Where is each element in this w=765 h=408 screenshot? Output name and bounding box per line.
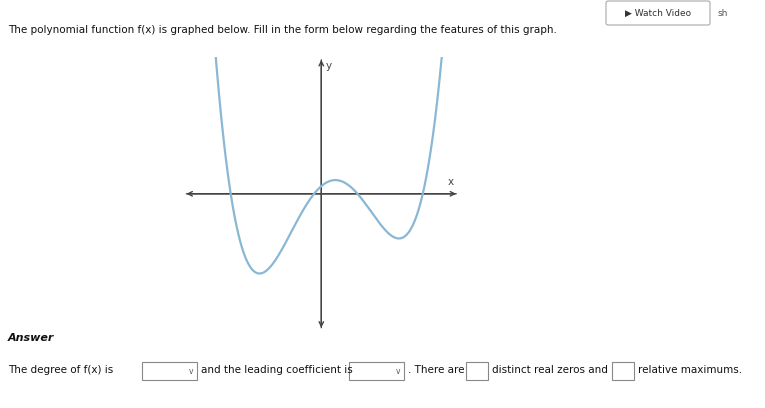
Text: The degree of f(x) is: The degree of f(x) is bbox=[8, 365, 113, 375]
Text: and the leading coefficient is: and the leading coefficient is bbox=[201, 365, 353, 375]
Text: . There are: . There are bbox=[408, 365, 464, 375]
Text: relative maximums.: relative maximums. bbox=[638, 365, 742, 375]
FancyBboxPatch shape bbox=[466, 362, 488, 380]
Text: ▶ Watch Video: ▶ Watch Video bbox=[625, 9, 691, 18]
FancyBboxPatch shape bbox=[142, 362, 197, 380]
Text: sh: sh bbox=[718, 9, 728, 18]
Text: v: v bbox=[396, 366, 400, 375]
FancyBboxPatch shape bbox=[606, 1, 710, 25]
Text: y: y bbox=[326, 61, 332, 71]
Text: v: v bbox=[188, 366, 193, 375]
Text: Answer: Answer bbox=[8, 333, 54, 343]
FancyBboxPatch shape bbox=[612, 362, 634, 380]
Text: The polynomial function f(x) is graphed below. Fill in the form below regarding : The polynomial function f(x) is graphed … bbox=[8, 25, 557, 35]
Text: distinct real zeros and: distinct real zeros and bbox=[492, 365, 608, 375]
Text: x: x bbox=[448, 177, 454, 187]
FancyBboxPatch shape bbox=[349, 362, 404, 380]
